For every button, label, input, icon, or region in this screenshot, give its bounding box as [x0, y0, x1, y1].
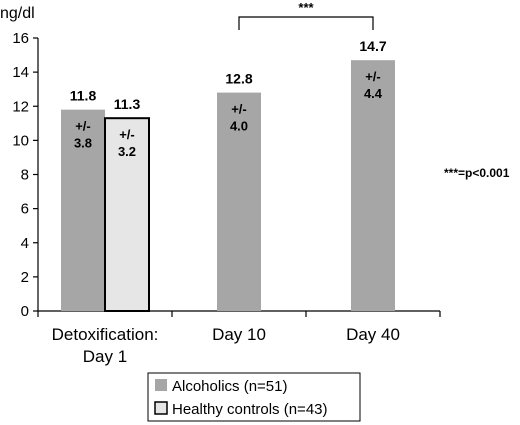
legend-box — [147, 372, 361, 422]
y-tick-label: 14 — [12, 64, 29, 81]
axes: 0 2 4 6 8 10 12 14 16 — [12, 30, 441, 320]
significance-note: ***=p<0.001 — [444, 166, 510, 180]
bar-sd-label: 3.2 — [118, 144, 136, 159]
y-tick-label: 16 — [12, 30, 29, 47]
bar-sd-label: +/- — [365, 69, 381, 84]
legend-label: Healthy controls (n=43) — [172, 401, 328, 418]
bar-sd-label: +/- — [231, 102, 247, 117]
y-tick-label: 2 — [21, 269, 29, 286]
bar-value-label: 12.8 — [225, 71, 252, 87]
significance-bracket: *** — [238, 0, 374, 30]
bar-sd-label: 3.8 — [74, 136, 92, 151]
y-tick-label: 6 — [21, 201, 29, 218]
legend-swatch — [155, 379, 167, 391]
bar — [61, 109, 105, 311]
x-category-label: Day 40 — [346, 325, 400, 344]
bar-sd-label: 4.4 — [364, 86, 383, 101]
x-category-label: Detoxification: — [52, 325, 159, 344]
bar-sd-label: +/- — [75, 119, 91, 134]
legend-label: Alcoholics (n=51) — [172, 378, 287, 395]
bar-value-label: 11.8 — [70, 88, 97, 104]
y-tick-label: 8 — [21, 167, 29, 184]
legend-swatch — [154, 401, 168, 415]
y-unit-label: ng/dl — [0, 5, 35, 22]
bar-sd-label: +/- — [119, 127, 135, 142]
y-tick-label: 12 — [12, 98, 29, 115]
bar — [217, 92, 261, 311]
x-category-label: Day 10 — [212, 325, 266, 344]
bars — [61, 60, 395, 312]
bar-value-label: 11.3 — [114, 96, 141, 112]
y-tick-label: 10 — [12, 132, 29, 149]
bar-value-label: 14.7 — [359, 38, 386, 54]
x-category-label: Day 1 — [83, 347, 127, 366]
significance-stars: *** — [298, 0, 314, 15]
y-tick-label: 4 — [21, 235, 29, 252]
y-tick-label: 0 — [21, 303, 29, 320]
bar — [351, 60, 395, 312]
significance-bracket-line — [238, 16, 374, 30]
bar — [104, 117, 150, 312]
legend: Alcoholics (n=51) Healthy controls (n=43) — [147, 372, 361, 422]
bar-sd-label: 4.0 — [230, 119, 248, 134]
labels: Detoxification: Day 1 Day 10 Day 40 11.8 +/- 3… — [52, 38, 400, 366]
